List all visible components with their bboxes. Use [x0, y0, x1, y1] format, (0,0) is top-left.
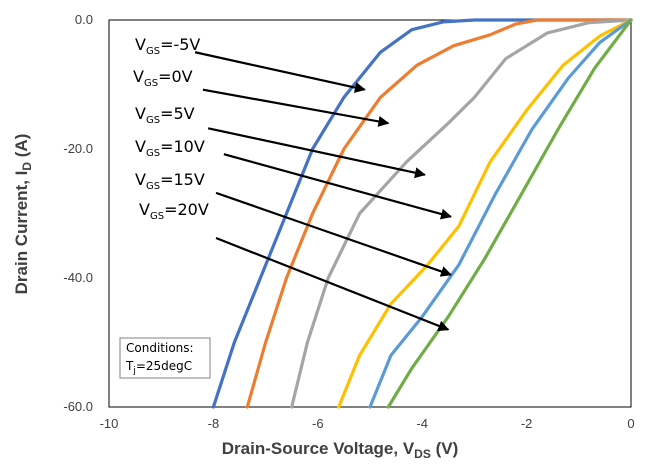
annotation-arrow — [207, 127, 426, 179]
conditions-temp: Tj=25degC — [125, 359, 192, 376]
x-tick-label: -4 — [416, 416, 428, 431]
y-tick-label: 0.0 — [75, 12, 93, 27]
x-axis-ticks: -10 -8 -6 -4 -2 0 — [100, 416, 635, 431]
y-axis-ticks: 0.0 -20.0 -40.0 -60.0 — [63, 12, 93, 414]
y-tick-label: -60.0 — [63, 399, 93, 414]
x-axis-title: Drain-Source Voltage, VDS (V) — [222, 439, 458, 461]
series-line-vgs-5v — [211, 18, 633, 409]
series-line-vgs-15v — [368, 18, 633, 409]
conditions-box: Conditions: Tj=25degC — [119, 337, 211, 379]
vgs-label: VGS=20V — [139, 200, 209, 222]
annotation-arrow — [202, 88, 390, 127]
annotation-arrow — [194, 51, 366, 93]
annotations: VGS=-5V VGS=0V VGS=5V VGS=10V VGS=15V VGS=20V — [133, 35, 452, 332]
vgs-label: VGS=5V — [135, 104, 195, 126]
annotation-arrow — [215, 191, 452, 277]
vgs-label: VGS=0V — [133, 67, 193, 89]
series-line-vgs-10v — [337, 18, 633, 409]
x-tick-label: -2 — [521, 416, 533, 431]
x-tick-label: -8 — [208, 416, 220, 431]
x-tick-label: 0 — [627, 416, 634, 431]
vgs-label: VGS=10V — [135, 137, 205, 159]
conditions-title: Conditions: — [126, 341, 194, 355]
vgs-label: VGS=15V — [135, 170, 205, 192]
series-line-vgs-5v — [290, 18, 633, 409]
y-tick-label: -40.0 — [63, 270, 93, 285]
series-line-vgs-20v — [386, 18, 633, 409]
series-group — [211, 18, 633, 409]
y-tick-label: -20.0 — [63, 141, 93, 156]
annotation-arrow — [215, 236, 450, 332]
x-tick-label: -6 — [312, 416, 324, 431]
annotation-arrow — [223, 153, 452, 220]
conditions-frame — [119, 337, 211, 379]
vgs-label: VGS=-5V — [135, 35, 200, 57]
y-axis-title: Drain Current, ID (A) — [12, 134, 34, 295]
x-tick-label: -10 — [100, 416, 119, 431]
series-line-vgs-0v — [245, 18, 633, 409]
